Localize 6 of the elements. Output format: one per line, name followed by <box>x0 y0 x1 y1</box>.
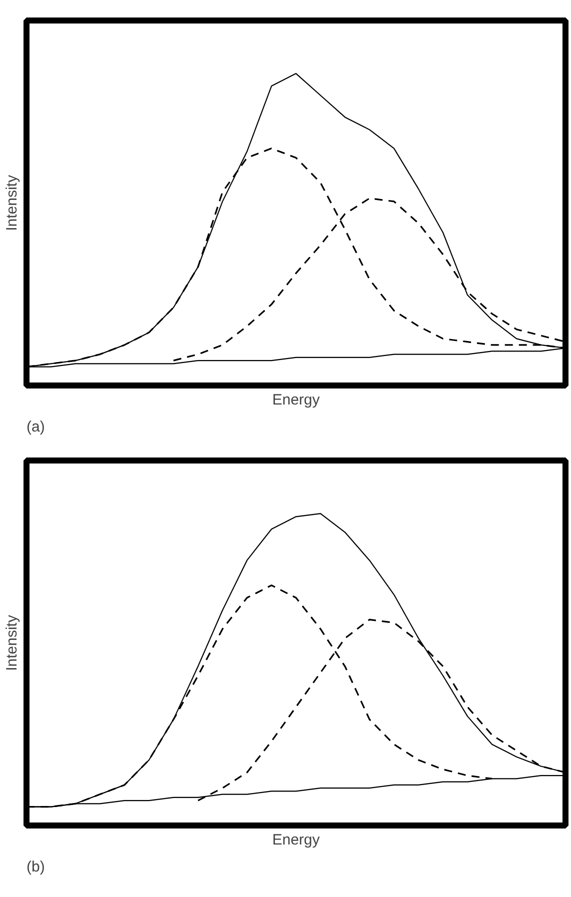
text: (a) <box>26 418 45 436</box>
x-axis-title: Energy <box>272 832 320 848</box>
y-axis-title: Intensity <box>4 174 20 231</box>
x-axis-title: Energy <box>272 392 320 408</box>
y-axis-title: Intensity <box>4 614 20 671</box>
text: (b) <box>26 858 45 876</box>
